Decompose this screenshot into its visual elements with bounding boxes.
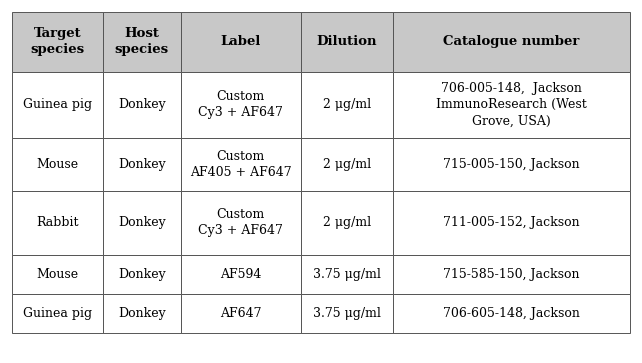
Text: 711-005-152, Jackson: 711-005-152, Jackson: [444, 216, 580, 229]
Bar: [180, 255, 301, 294]
Text: Mouse: Mouse: [37, 268, 78, 281]
Bar: [393, 255, 630, 294]
Bar: [103, 72, 180, 138]
Bar: [103, 255, 180, 294]
Bar: [301, 12, 393, 72]
Bar: [301, 294, 393, 333]
Text: Catalogue number: Catalogue number: [444, 35, 580, 48]
Text: Donkey: Donkey: [118, 268, 166, 281]
Text: Target
species: Target species: [30, 27, 84, 56]
Bar: [393, 191, 630, 255]
Text: Donkey: Donkey: [118, 216, 166, 229]
Text: Custom
AF405 + AF647: Custom AF405 + AF647: [190, 150, 291, 179]
Text: Donkey: Donkey: [118, 307, 166, 320]
Text: 706-605-148, Jackson: 706-605-148, Jackson: [443, 307, 580, 320]
Bar: [393, 294, 630, 333]
Text: Guinea pig: Guinea pig: [23, 98, 92, 111]
Bar: [180, 72, 301, 138]
Text: Custom
Cy3 + AF647: Custom Cy3 + AF647: [198, 90, 283, 119]
Text: Dilution: Dilution: [317, 35, 377, 48]
Text: Custom
Cy3 + AF647: Custom Cy3 + AF647: [198, 208, 283, 237]
Bar: [180, 138, 301, 191]
Bar: [12, 138, 103, 191]
Bar: [103, 138, 180, 191]
Text: Mouse: Mouse: [37, 158, 78, 171]
Text: Guinea pig: Guinea pig: [23, 307, 92, 320]
Bar: [103, 294, 180, 333]
Bar: [301, 72, 393, 138]
Bar: [103, 12, 180, 72]
Bar: [301, 138, 393, 191]
Text: Host
species: Host species: [115, 27, 169, 56]
Text: 706-005-148,  Jackson
ImmunoResearch (West
Grove, USA): 706-005-148, Jackson ImmunoResearch (Wes…: [437, 82, 587, 127]
Bar: [12, 191, 103, 255]
Text: AF647: AF647: [220, 307, 261, 320]
Bar: [12, 12, 103, 72]
Text: Donkey: Donkey: [118, 158, 166, 171]
Text: 3.75 μg/ml: 3.75 μg/ml: [313, 307, 381, 320]
Text: 2 μg/ml: 2 μg/ml: [323, 158, 371, 171]
Bar: [393, 138, 630, 191]
Bar: [12, 72, 103, 138]
Text: Rabbit: Rabbit: [36, 216, 78, 229]
Bar: [12, 294, 103, 333]
Bar: [180, 12, 301, 72]
Bar: [103, 191, 180, 255]
Bar: [12, 255, 103, 294]
Bar: [180, 294, 301, 333]
Text: 715-585-150, Jackson: 715-585-150, Jackson: [444, 268, 580, 281]
Text: 2 μg/ml: 2 μg/ml: [323, 216, 371, 229]
Bar: [393, 72, 630, 138]
Bar: [393, 12, 630, 72]
Text: Donkey: Donkey: [118, 98, 166, 111]
Bar: [301, 191, 393, 255]
Bar: [301, 255, 393, 294]
Bar: [180, 191, 301, 255]
Text: Label: Label: [221, 35, 261, 48]
Text: 2 μg/ml: 2 μg/ml: [323, 98, 371, 111]
Text: AF594: AF594: [220, 268, 261, 281]
Text: 3.75 μg/ml: 3.75 μg/ml: [313, 268, 381, 281]
Text: 715-005-150, Jackson: 715-005-150, Jackson: [444, 158, 580, 171]
